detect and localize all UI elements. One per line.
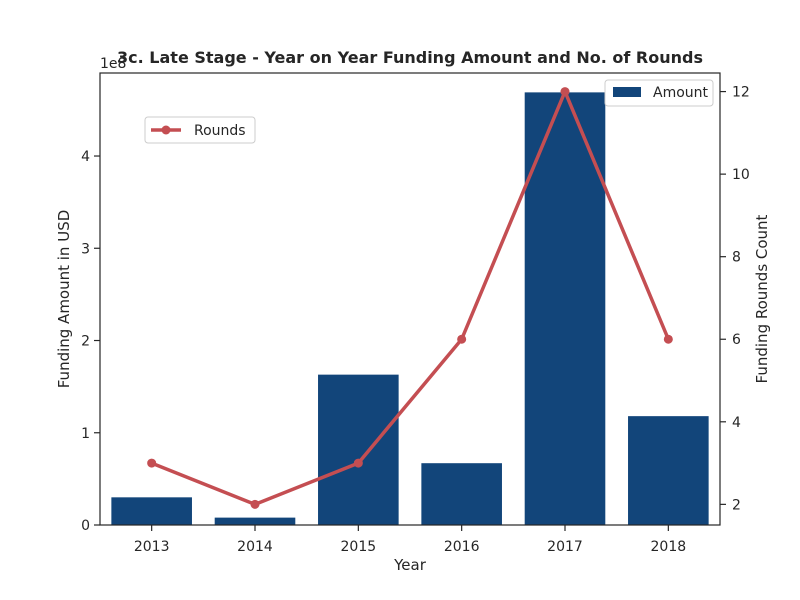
x-tick-label-2014: 2014 bbox=[237, 539, 273, 555]
rounds-line-layer bbox=[147, 87, 673, 509]
y-tick-label-0: 0 bbox=[81, 518, 90, 534]
legend-amount-swatch bbox=[613, 87, 641, 97]
y-tick-label-2: 2 bbox=[81, 334, 90, 350]
bar-2018 bbox=[628, 416, 709, 525]
rounds-line bbox=[151, 89, 670, 507]
y2-axis-label: Funding Rounds Count bbox=[753, 214, 771, 383]
amount-bars bbox=[111, 92, 709, 525]
legend-amount: Amount bbox=[604, 79, 714, 107]
bar-2017 bbox=[524, 92, 606, 525]
x-tick-label-2016: 2016 bbox=[444, 539, 480, 555]
y2-tick-label-5: 12 bbox=[732, 85, 750, 101]
y-axis-label: Funding Amount in USD bbox=[55, 210, 73, 389]
x-axis: 2013 2014 2015 2016 2017 2018 bbox=[134, 525, 686, 555]
y-tick-label-4: 4 bbox=[81, 149, 90, 165]
legend-amount-label: Amount bbox=[653, 85, 709, 101]
x-tick-label-2018: 2018 bbox=[651, 539, 687, 555]
y2-tick-label-0: 2 bbox=[732, 497, 741, 513]
y-tick-label-1: 1 bbox=[81, 426, 90, 442]
y2-tick-label-4: 10 bbox=[732, 167, 750, 183]
rounds-point-2016 bbox=[457, 334, 467, 344]
left-y-axis: 0 1 2 3 4 bbox=[81, 149, 100, 534]
legend-rounds-box bbox=[144, 116, 256, 144]
legend-rounds-marker bbox=[161, 125, 171, 135]
rounds-point-2015 bbox=[353, 458, 363, 468]
plot-frame bbox=[99, 72, 721, 526]
rounds-point-2014 bbox=[250, 499, 260, 509]
legend-rounds: Rounds bbox=[144, 116, 256, 144]
rounds-point-2017 bbox=[560, 87, 570, 97]
y2-tick-label-1: 4 bbox=[732, 415, 741, 431]
y-axis-offset-label: 1e8 bbox=[100, 56, 126, 72]
y2-tick-label-2: 6 bbox=[732, 332, 741, 348]
bar-2015 bbox=[318, 374, 399, 525]
right-y-axis: 2 4 6 8 10 12 bbox=[720, 85, 750, 513]
bar-2016 bbox=[421, 463, 502, 525]
legend-amount-box bbox=[604, 79, 714, 107]
rounds-point-2013 bbox=[147, 458, 157, 468]
y-tick-label-3: 3 bbox=[81, 241, 90, 257]
chart-title: 3c. Late Stage - Year on Year Funding Am… bbox=[117, 48, 703, 67]
x-tick-label-2017: 2017 bbox=[547, 539, 583, 555]
bar-2013 bbox=[111, 497, 192, 525]
legend-rounds-label: Rounds bbox=[194, 123, 246, 139]
y2-tick-label-3: 8 bbox=[732, 250, 741, 266]
x-tick-label-2015: 2015 bbox=[341, 539, 377, 555]
bar-2014 bbox=[214, 517, 296, 525]
x-tick-label-2013: 2013 bbox=[134, 539, 170, 555]
x-axis-label: Year bbox=[393, 556, 427, 574]
rounds-point-2018 bbox=[663, 334, 673, 344]
